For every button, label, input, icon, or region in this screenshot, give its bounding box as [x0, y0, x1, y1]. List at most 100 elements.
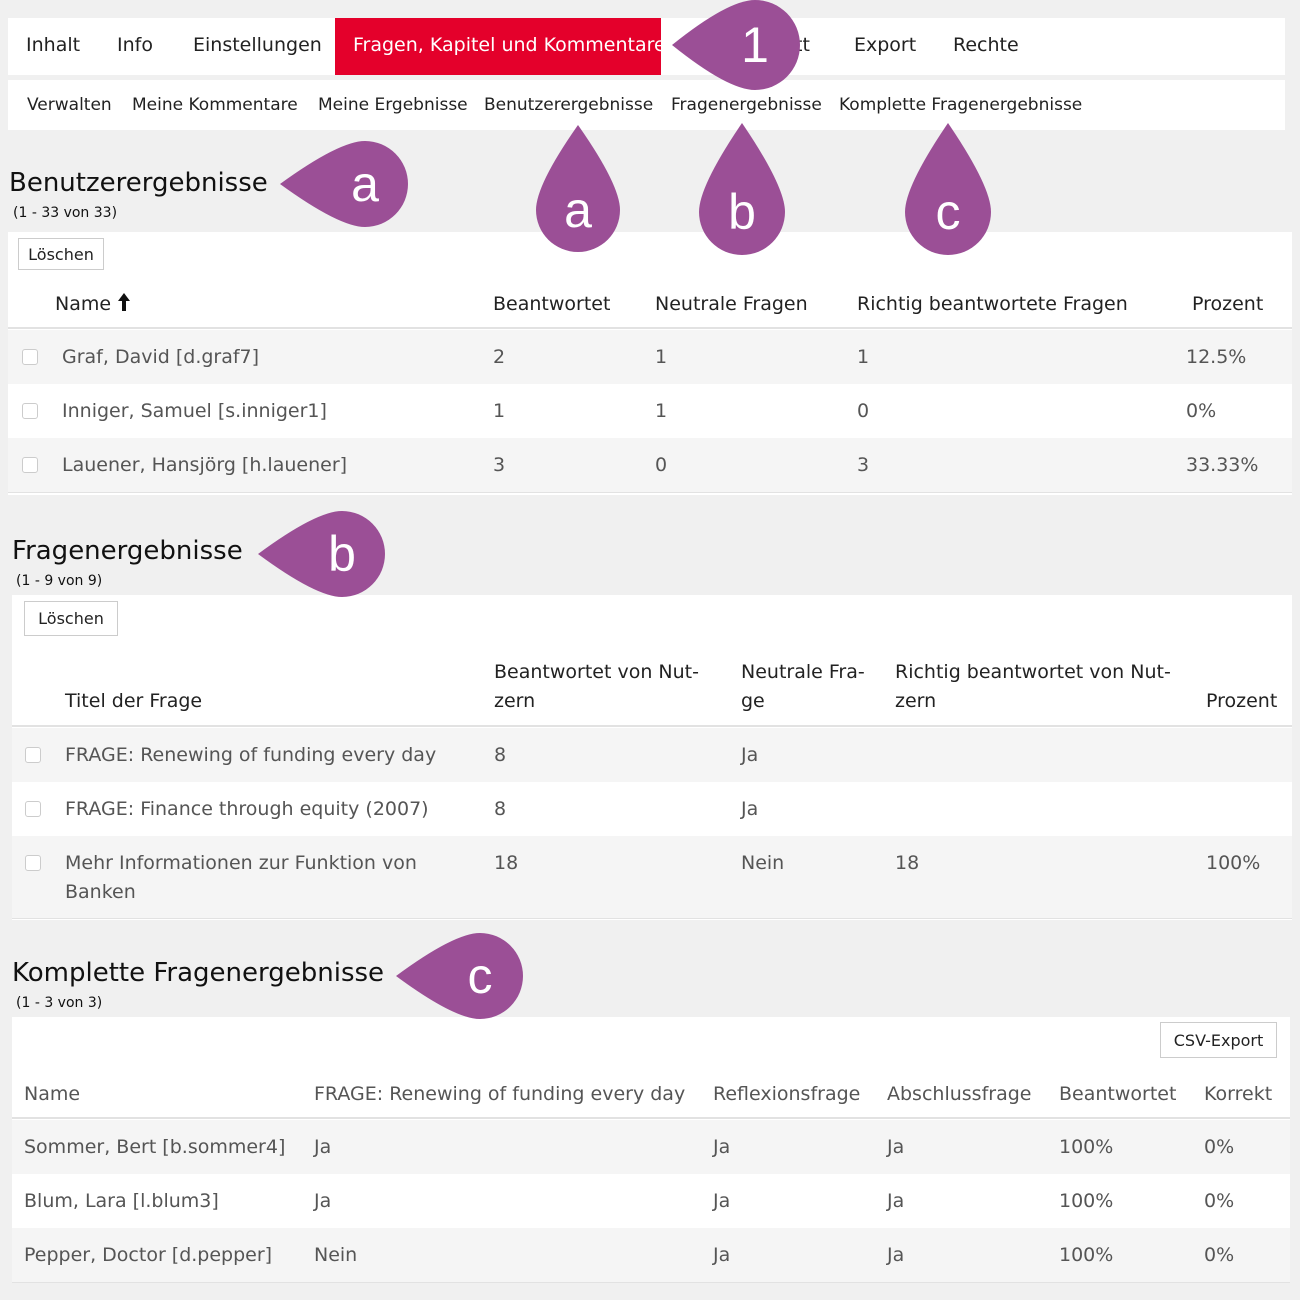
- callout-label: c: [936, 184, 961, 240]
- callout-label: a: [351, 156, 379, 212]
- callout-label: a: [564, 182, 592, 238]
- table-cell: 1: [493, 400, 506, 422]
- table-cell: Inniger, Samuel [s.inniger1]: [62, 400, 327, 422]
- column-header[interactable]: Name: [24, 1082, 81, 1105]
- table-cell: 100%: [1059, 1244, 1114, 1266]
- column-header[interactable]: Beantwortet: [1059, 1082, 1177, 1105]
- table-cell: 18: [895, 852, 920, 874]
- tab[interactable]: Rechte: [953, 34, 1019, 56]
- column-header[interactable]: Beantwortet: [493, 292, 611, 315]
- table-cell: 8: [494, 744, 507, 766]
- subtab-bar: [8, 80, 1285, 130]
- table-row: [12, 1228, 1290, 1283]
- table-cell: 0%: [1204, 1244, 1235, 1266]
- row-checkbox[interactable]: [25, 747, 41, 763]
- row-checkbox[interactable]: [22, 457, 38, 473]
- table-cell: 1: [857, 346, 870, 368]
- table-cell: Ja: [887, 1244, 905, 1266]
- tab[interactable]: Export: [854, 34, 917, 56]
- callout-shape: [672, 0, 800, 90]
- button[interactable]: Löschen: [18, 238, 104, 270]
- row-checkbox[interactable]: [22, 349, 38, 365]
- column-header[interactable]: Titel der Frage: [65, 690, 203, 712]
- column-header[interactable]: Neutrale Fragen: [655, 292, 808, 315]
- table-cell: Ja: [887, 1190, 905, 1212]
- subtab[interactable]: Fragenergebnisse: [671, 95, 822, 115]
- subtab[interactable]: Benutzerergebnisse: [484, 95, 654, 115]
- callout-label: b: [328, 526, 356, 582]
- table-cell: 0%: [1204, 1190, 1235, 1212]
- column-header[interactable]: Prozent: [1206, 690, 1278, 712]
- table-row: [12, 1174, 1290, 1229]
- table-cell: 0%: [1186, 400, 1217, 422]
- table-cell: Nein: [741, 852, 785, 874]
- button[interactable]: CSV-Export: [1160, 1022, 1277, 1058]
- column-header[interactable]: FRAGE: Renewing of funding every day: [314, 1082, 686, 1105]
- callout-label: b: [728, 184, 756, 240]
- header-divider: [12, 725, 1292, 727]
- button[interactable]: Löschen: [24, 601, 118, 636]
- result-count: (1 - 3 von 3): [16, 995, 103, 1011]
- callout-shape: [280, 141, 408, 227]
- table-cell: Ja: [314, 1190, 332, 1212]
- tab[interactable]: Einstellungen: [193, 34, 322, 56]
- column-header[interactable]: Reflexionsfrage: [713, 1082, 861, 1105]
- result-count: (1 - 9 von 9): [16, 573, 103, 589]
- column-header[interactable]: Name: [55, 292, 112, 315]
- column-header[interactable]: Richtig beantwortet von Nut- zern: [895, 661, 1171, 712]
- table-cell: Ja: [741, 798, 759, 820]
- table-cell: 0: [857, 400, 870, 422]
- table-row: [12, 728, 1292, 783]
- callout-shape: [396, 933, 523, 1019]
- subtab[interactable]: Komplette Fragenergebnisse: [839, 95, 1083, 115]
- section-title: Benutzerergebnisse: [9, 168, 268, 198]
- table-cell: Pepper, Doctor [d.pepper]: [24, 1244, 273, 1266]
- table-cell: 0: [655, 454, 668, 476]
- column-header[interactable]: Prozent: [1192, 292, 1264, 315]
- column-header[interactable]: Richtig beantwortete Fragen: [857, 292, 1128, 315]
- table-row: [12, 836, 1292, 919]
- table-cell: Ja: [713, 1136, 731, 1158]
- table-cell: 3: [493, 454, 506, 476]
- callout-shape: [905, 123, 991, 255]
- table-row: [8, 330, 1292, 385]
- header-divider: [8, 327, 1292, 329]
- tab[interactable]: Fragen, Kapitel und Kommentare: [353, 34, 666, 56]
- sort-arrow: [117, 292, 131, 317]
- row-checkbox[interactable]: [25, 855, 41, 871]
- table-cell: FRAGE: Renewing of funding every day: [65, 744, 437, 766]
- result-count: (1 - 33 von 33): [13, 205, 118, 221]
- table-cell: 100%: [1059, 1136, 1114, 1158]
- tab[interactable]: Info: [117, 34, 153, 56]
- table-cell: 12.5%: [1186, 346, 1247, 368]
- column-header[interactable]: Beantwortet von Nut- zern: [494, 661, 699, 712]
- table-cell: 100%: [1206, 852, 1261, 874]
- table-cell: Ja: [314, 1136, 332, 1158]
- table-cell: 33.33%: [1186, 454, 1259, 476]
- sort-icon: [118, 293, 130, 311]
- table-cell: Blum, Lara [l.blum3]: [24, 1190, 219, 1212]
- section-title: Komplette Fragenergebnisse: [12, 958, 385, 988]
- column-header[interactable]: Abschlussfrage: [887, 1082, 1032, 1105]
- subtab[interactable]: Verwalten: [27, 95, 112, 115]
- column-header[interactable]: Korrekt: [1204, 1082, 1273, 1105]
- header-divider: [12, 1117, 1290, 1119]
- table-cell: Ja: [713, 1244, 731, 1266]
- callout-shape: [699, 123, 785, 255]
- row-checkbox[interactable]: [25, 801, 41, 817]
- row-checkbox[interactable]: [22, 403, 38, 419]
- callout-shape: [536, 125, 620, 252]
- subtab[interactable]: Meine Ergebnisse: [318, 95, 468, 115]
- table-cell: 2: [493, 346, 506, 368]
- callout-label: c: [468, 948, 493, 1004]
- table-cell: Graf, David [d.graf7]: [62, 346, 260, 368]
- column-header[interactable]: Neutrale Fra- ge: [741, 661, 865, 712]
- table-cell: 0%: [1204, 1136, 1235, 1158]
- table-cell: Ja: [887, 1136, 905, 1158]
- table-cell: Ja: [713, 1190, 731, 1212]
- table-cell: 3: [857, 454, 870, 476]
- subtab[interactable]: Meine Kommentare: [132, 95, 298, 115]
- tab[interactable]: Inhalt: [26, 34, 81, 56]
